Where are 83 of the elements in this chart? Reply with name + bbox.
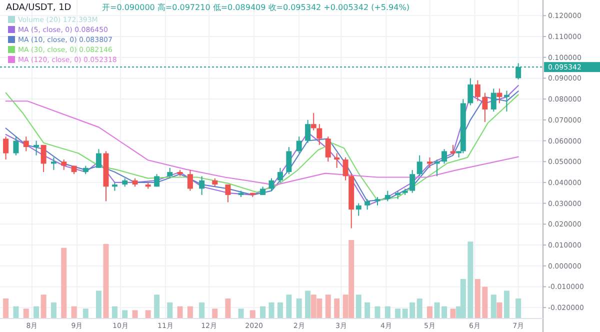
candlestick [416, 154, 422, 177]
candlestick [296, 136, 302, 154]
candlestick [474, 80, 480, 102]
bar [356, 294, 362, 318]
candlestick [384, 190, 390, 202]
candlestick [154, 174, 160, 188]
candlestick [427, 156, 432, 168]
candlestick [316, 124, 322, 146]
bar [305, 290, 311, 318]
candlestick [61, 159, 67, 170]
candlestick [325, 136, 331, 162]
bar [50, 302, 56, 318]
bar [145, 310, 151, 318]
bar [199, 302, 205, 318]
candlestick [434, 159, 440, 177]
candlestick [277, 167, 283, 183]
candlestick [364, 198, 370, 210]
candlestick [3, 136, 9, 160]
bar [103, 244, 109, 318]
candlestick [40, 144, 46, 173]
candlestick [482, 92, 488, 122]
candlestick [96, 148, 102, 168]
bar [187, 306, 193, 318]
bar [516, 298, 522, 318]
candlestick [310, 112, 316, 131]
candlestick [187, 169, 193, 192]
bar [177, 306, 183, 318]
chart-title: ADA/USDT, 1D [6, 3, 72, 13]
bar [167, 302, 173, 318]
candlestick [334, 152, 340, 168]
bar [13, 306, 19, 318]
bar [427, 306, 432, 318]
bar [154, 294, 160, 318]
candlestick [342, 156, 348, 181]
bar [3, 298, 9, 318]
bar [82, 308, 88, 318]
bar [112, 306, 118, 318]
candlestick [450, 144, 456, 156]
bar [122, 310, 128, 318]
candlestick [13, 136, 19, 156]
bar [504, 290, 510, 318]
candlestick [468, 78, 474, 106]
bar [61, 248, 67, 318]
candlestick [490, 88, 496, 112]
candlestick [496, 88, 502, 104]
candlestick [286, 146, 292, 175]
candlestick [442, 148, 448, 164]
bar [96, 290, 102, 318]
bar [23, 308, 29, 318]
candlestick [305, 119, 311, 144]
bar [225, 298, 231, 318]
bar [260, 306, 266, 318]
bar [34, 306, 40, 318]
bar [374, 306, 380, 318]
bar [364, 302, 370, 318]
bar [71, 306, 77, 318]
candlestick [504, 90, 510, 112]
candlestick [50, 156, 56, 170]
candlestick [356, 202, 362, 216]
bar [296, 298, 302, 318]
bar [268, 302, 274, 318]
bar [334, 298, 340, 318]
candlestick [167, 167, 173, 179]
bar [496, 302, 502, 318]
bar [212, 308, 218, 318]
bar [250, 310, 256, 318]
bar [40, 294, 46, 318]
candlestick [225, 184, 231, 203]
bar [395, 308, 401, 318]
candlestick [34, 140, 40, 156]
bar [325, 294, 331, 318]
bar [416, 298, 422, 318]
bar [238, 308, 244, 318]
bar [490, 294, 496, 318]
bar [277, 302, 283, 318]
bar [132, 310, 138, 318]
candlestick [199, 176, 205, 196]
candlestick [410, 169, 416, 194]
bar [450, 308, 456, 318]
bar [384, 306, 390, 318]
bar [286, 294, 292, 318]
chart-subtitle: 开=0.090000 高=0.097210 低=0.089409 收=0.095342 +0.005342 (+5.94%) [102, 3, 410, 12]
candlestick [23, 136, 29, 152]
